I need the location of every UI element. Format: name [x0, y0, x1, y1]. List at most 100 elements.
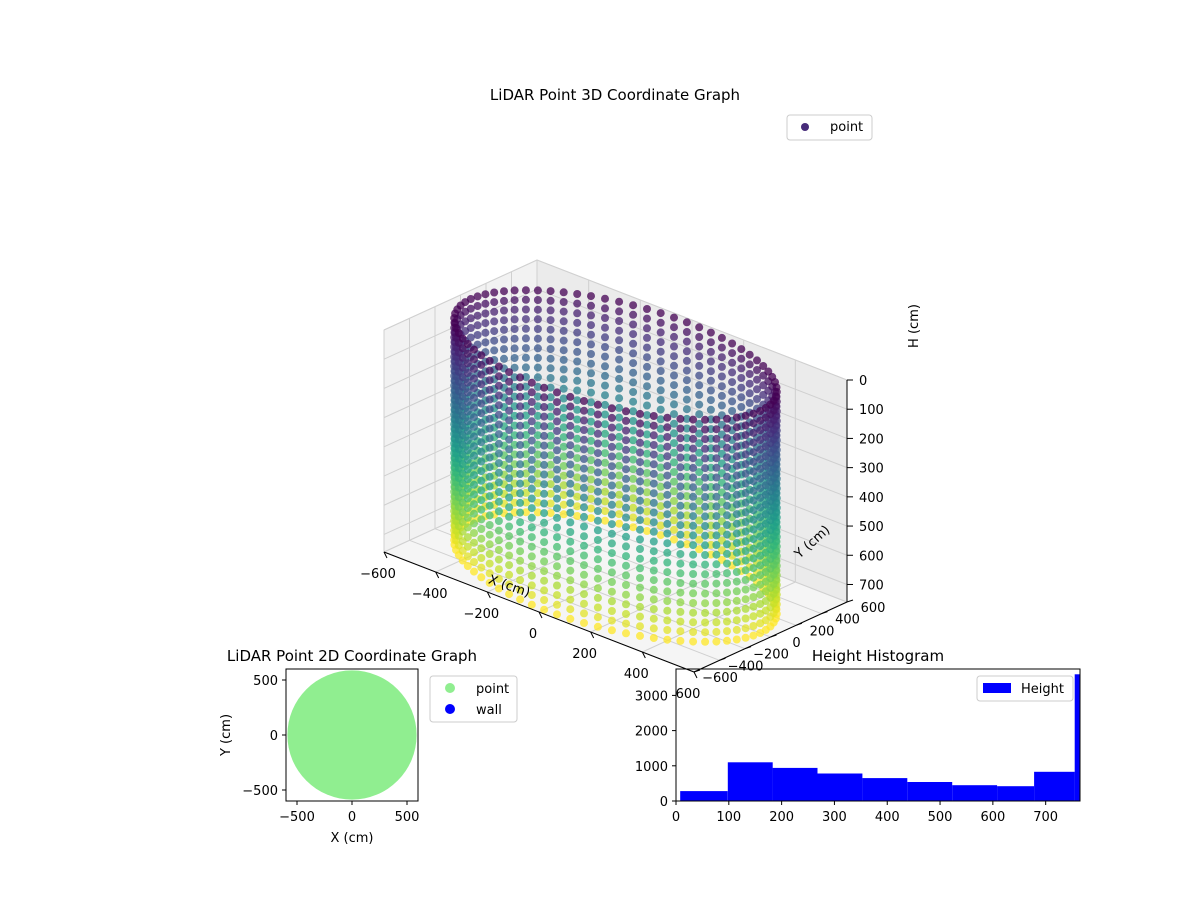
point-3d: [500, 325, 508, 334]
point-3d: [732, 413, 741, 422]
point-3d: [753, 366, 761, 374]
point-3d: [756, 590, 765, 599]
point-3d: [723, 511, 731, 520]
point-3d: [559, 423, 568, 432]
point-3d: [636, 487, 644, 496]
point-3d: [670, 506, 678, 515]
point-3d: [505, 377, 514, 386]
point-3d: [636, 516, 644, 525]
point-3d: [587, 388, 595, 397]
point-3d: [566, 499, 575, 508]
tick-label-2d-x-0: −500: [279, 810, 315, 825]
point-3d: [485, 559, 494, 568]
point-3d: [689, 473, 698, 482]
point-3d: [622, 474, 630, 483]
point-3d: [649, 508, 658, 517]
point-3d: [643, 498, 651, 506]
point-3d: [756, 474, 765, 483]
point-3d: [622, 416, 630, 425]
point-3d: [670, 371, 678, 380]
point-3d: [689, 415, 698, 424]
point-3d: [663, 616, 672, 625]
point-3d: [587, 436, 595, 445]
point-3d: [516, 489, 525, 498]
point-3d: [566, 595, 575, 604]
point-3d: [732, 616, 741, 625]
point-3d: [601, 381, 609, 390]
histogram-frame: [675, 668, 1081, 802]
point-3d: [477, 351, 486, 360]
point-3d: [689, 502, 698, 511]
point-3d: [546, 374, 555, 382]
point-3d: [559, 288, 568, 297]
point-3d: [540, 441, 549, 450]
point-3d: [706, 338, 715, 347]
point-3d: [643, 440, 651, 449]
point-3d: [494, 362, 503, 371]
point-3d: [745, 399, 754, 407]
tick-label-3d-x-2: −200: [463, 607, 499, 622]
point-3d: [712, 444, 721, 453]
point-3d: [723, 617, 731, 626]
point-3d: [553, 600, 561, 609]
point-3d: [559, 404, 568, 413]
point-3d: [477, 447, 486, 456]
point-3d: [695, 497, 704, 506]
point-3d: [500, 287, 508, 296]
point-3d: [629, 301, 638, 310]
point-3d: [636, 438, 644, 447]
point-3d: [689, 637, 698, 646]
point-3d: [741, 479, 750, 488]
point-3d: [682, 492, 691, 501]
point-3d: [553, 436, 561, 445]
point-3d: [540, 480, 549, 489]
point-3d: [676, 521, 685, 530]
point-3d: [527, 533, 536, 542]
point-3d: [695, 545, 704, 554]
point-3d: [745, 370, 754, 378]
point-3d: [559, 375, 568, 384]
grid-z-back-3: [536, 347, 848, 469]
point-3d: [622, 523, 630, 532]
point-3d: [533, 373, 542, 382]
point-3d: [485, 540, 494, 549]
point-3d: [656, 444, 665, 453]
point-3d: [741, 614, 750, 623]
point-3d: [533, 344, 542, 353]
point-3d: [473, 331, 482, 339]
point-3d: [566, 585, 575, 594]
point-3d: [607, 433, 616, 442]
point-3d: [663, 548, 672, 557]
point-3d: [477, 467, 486, 476]
point-3d: [749, 409, 758, 418]
point-3d: [656, 328, 665, 337]
point-3d: [566, 402, 575, 411]
point-3d: [756, 580, 765, 589]
point-3d: [521, 295, 530, 304]
point-3d: [527, 436, 536, 445]
point-3d: [732, 558, 741, 567]
point-3d: [559, 317, 568, 326]
point-3d: [636, 564, 644, 573]
point-3d: [601, 507, 609, 516]
point-3d: [540, 412, 549, 421]
point-3d: [533, 402, 542, 411]
point-3d: [580, 445, 588, 454]
point-3d: [580, 522, 588, 531]
tick-label-3d-x-3: 0: [529, 627, 537, 642]
point-3d: [521, 353, 530, 362]
point-3d: [695, 419, 704, 428]
point-3d: [477, 486, 486, 495]
point-3d: [712, 483, 721, 492]
point-3d: [607, 578, 616, 586]
point-3d: [559, 355, 568, 364]
point-3d: [695, 516, 704, 525]
point-3d: [756, 426, 765, 435]
point-3d: [553, 552, 561, 561]
tick-label-2d-y-0: −500: [242, 784, 278, 799]
point-3d: [695, 468, 704, 477]
point-3d: [723, 414, 731, 423]
point-3d: [756, 484, 765, 493]
point-3d: [546, 335, 555, 344]
